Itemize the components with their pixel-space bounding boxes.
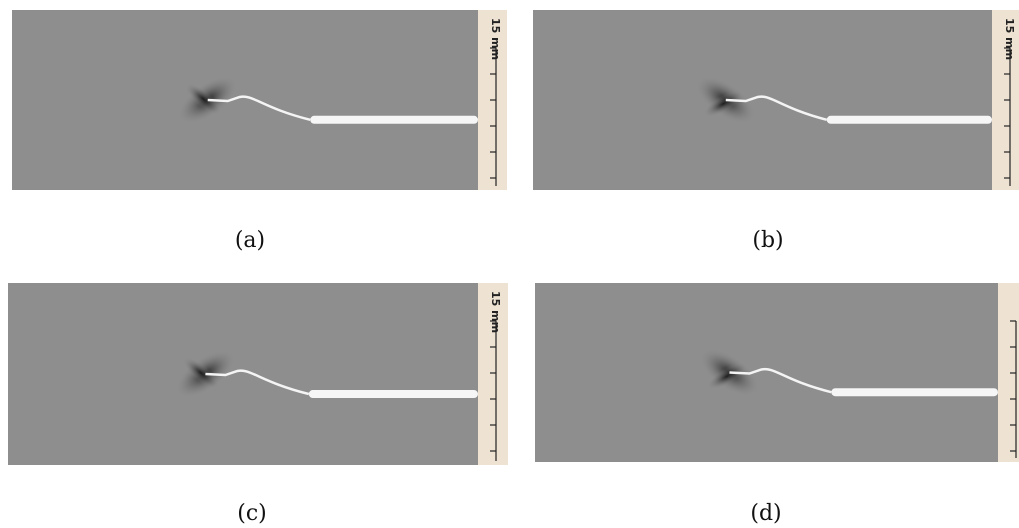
- scale-label: 15 mm: [489, 18, 502, 60]
- specimen-background: [535, 283, 998, 462]
- caption: (b): [752, 228, 783, 253]
- caption: (c): [237, 501, 267, 526]
- scale-label: 15 mm: [489, 291, 502, 333]
- caption: (a): [235, 228, 265, 253]
- specimen-background: [8, 283, 478, 465]
- specimen-background: [12, 10, 478, 190]
- notch-rod: [310, 116, 478, 124]
- notch-rod: [309, 390, 478, 398]
- panel-image: 15 mm: [533, 10, 1019, 190]
- notch-rod: [831, 388, 998, 396]
- panel-image: 15 mm: [12, 10, 507, 190]
- figure: 15 mm (a) 15 mm (b) 15 mm (c) (d): [0, 0, 1019, 528]
- caption: (d): [750, 501, 781, 526]
- panel-image: 15 mm: [8, 283, 508, 465]
- notch-rod: [827, 116, 992, 124]
- scale-label: 15 mm: [1003, 18, 1016, 60]
- panel-image: [535, 283, 1019, 462]
- specimen-background: [533, 10, 992, 190]
